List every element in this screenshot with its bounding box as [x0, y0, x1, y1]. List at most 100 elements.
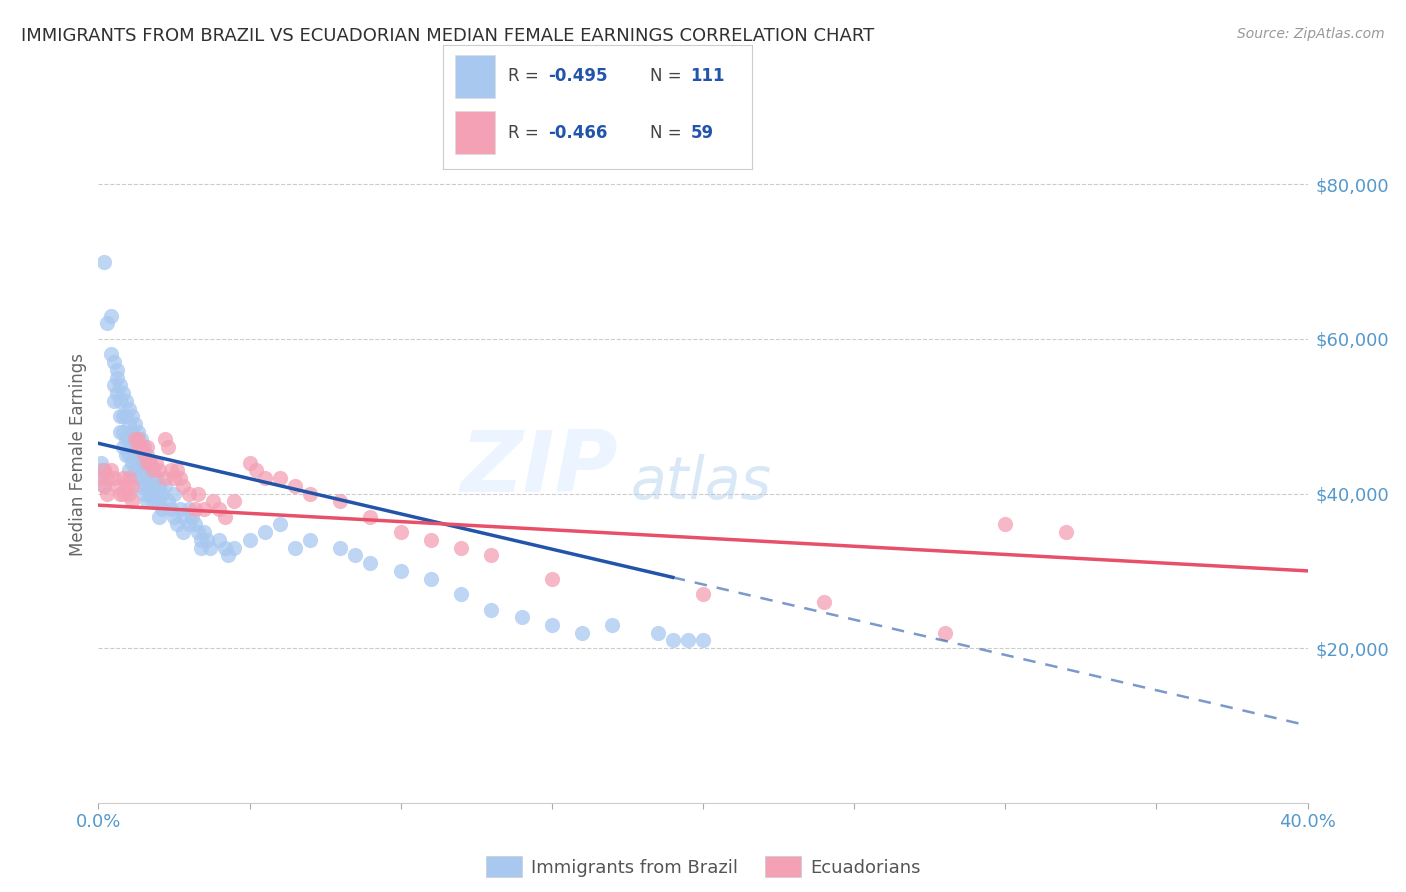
Text: IMMIGRANTS FROM BRAZIL VS ECUADORIAN MEDIAN FEMALE EARNINGS CORRELATION CHART: IMMIGRANTS FROM BRAZIL VS ECUADORIAN MED… — [21, 27, 875, 45]
Point — [90, 471, 112, 485]
Point — [135, 479, 157, 493]
Point — [132, 448, 155, 462]
Point — [132, 456, 155, 470]
Point — [108, 425, 131, 439]
Point — [160, 502, 183, 516]
Point — [214, 509, 236, 524]
Point — [450, 541, 472, 555]
Point — [195, 533, 218, 547]
Point — [129, 463, 152, 477]
Point — [172, 479, 194, 493]
Point — [93, 254, 115, 268]
Point — [299, 533, 322, 547]
Point — [108, 486, 131, 500]
Point — [166, 463, 188, 477]
Point — [103, 378, 125, 392]
Point — [360, 556, 382, 570]
Point — [121, 409, 143, 424]
Point — [224, 494, 246, 508]
Point — [114, 448, 136, 462]
Point — [510, 610, 533, 624]
FancyBboxPatch shape — [456, 111, 495, 154]
Point — [124, 433, 146, 447]
Point — [139, 486, 162, 500]
Point — [253, 525, 276, 540]
Point — [813, 595, 835, 609]
Point — [208, 533, 231, 547]
Point — [121, 494, 143, 508]
Point — [329, 541, 352, 555]
Point — [214, 541, 236, 555]
FancyBboxPatch shape — [456, 54, 495, 98]
Point — [132, 486, 155, 500]
Point — [93, 479, 115, 493]
Point — [124, 463, 146, 477]
Y-axis label: Median Female Earnings: Median Female Earnings — [69, 353, 87, 557]
Text: R =: R = — [508, 68, 544, 86]
Point — [132, 440, 155, 454]
Point — [156, 440, 179, 454]
Point — [105, 363, 128, 377]
Text: -0.466: -0.466 — [548, 124, 607, 142]
Point — [269, 471, 291, 485]
Point — [121, 456, 143, 470]
Point — [127, 440, 149, 454]
Point — [127, 440, 149, 454]
Point — [111, 409, 134, 424]
Point — [124, 417, 146, 431]
Point — [103, 393, 125, 408]
Point — [329, 494, 352, 508]
Point — [90, 471, 112, 485]
Point — [284, 479, 307, 493]
Point — [602, 618, 624, 632]
Point — [148, 494, 170, 508]
Point — [142, 463, 165, 477]
Point — [135, 494, 157, 508]
Point — [105, 479, 128, 493]
Point — [169, 471, 191, 485]
Point — [344, 549, 367, 563]
Point — [150, 486, 173, 500]
Point — [190, 533, 212, 547]
Point — [121, 425, 143, 439]
Point — [129, 440, 152, 454]
Point — [111, 425, 134, 439]
Point — [124, 448, 146, 462]
Point — [111, 471, 134, 485]
Point — [114, 409, 136, 424]
Point — [118, 448, 141, 462]
Text: ZIP: ZIP — [461, 427, 619, 510]
Point — [129, 448, 152, 462]
Point — [124, 433, 146, 447]
Point — [1054, 525, 1077, 540]
Point — [179, 517, 201, 532]
Point — [118, 486, 141, 500]
Point — [163, 509, 186, 524]
Point — [127, 456, 149, 470]
Point — [200, 541, 222, 555]
Point — [166, 517, 188, 532]
Point — [269, 517, 291, 532]
Point — [121, 440, 143, 454]
Point — [420, 533, 443, 547]
Point — [647, 625, 669, 640]
Point — [934, 625, 956, 640]
Point — [100, 309, 122, 323]
Point — [184, 502, 207, 516]
Point — [284, 541, 307, 555]
Point — [118, 401, 141, 416]
Point — [111, 486, 134, 500]
Point — [540, 572, 562, 586]
Point — [153, 471, 176, 485]
Point — [253, 471, 276, 485]
Point — [540, 618, 562, 632]
Point — [692, 587, 714, 601]
Point — [93, 463, 115, 477]
Point — [190, 541, 212, 555]
Point — [184, 517, 207, 532]
Point — [172, 525, 194, 540]
Point — [108, 378, 131, 392]
Point — [148, 463, 170, 477]
Point — [662, 633, 685, 648]
Point — [145, 486, 167, 500]
